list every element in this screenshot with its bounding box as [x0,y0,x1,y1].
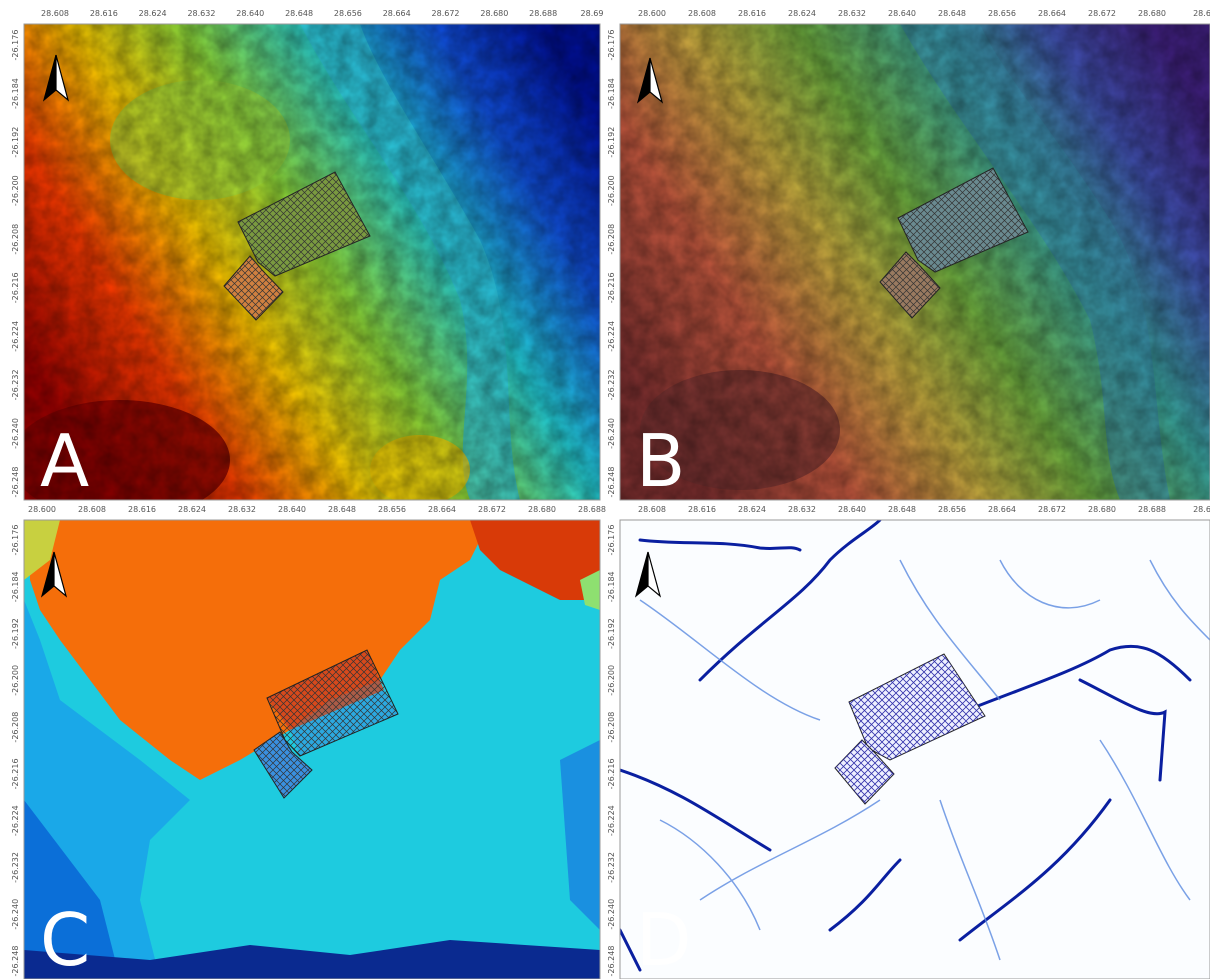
lat-label: -26.208 [607,224,616,255]
lon-label: 28.664 [428,505,456,514]
lon-label: 28.616 [688,505,716,514]
lat-label: -26.208 [11,224,20,255]
lat-label: -26.200 [607,665,616,696]
lon-label: 28.656 [378,505,406,514]
lon-label: 28.6 [1193,505,1210,514]
figure: 28.608 28.616 28.624 28.632 28.640 28.648 28.6… [0,0,1210,979]
lat-label: -26.240 [11,418,20,449]
lon-label: 28.616 [90,9,118,18]
lon-label: 28.640 [236,9,264,18]
lon-label: 28.600 [638,9,666,18]
lon-label: 28.680 [1138,9,1166,18]
lon-label: 28.632 [788,505,816,514]
lon-label: 28.664 [1038,9,1066,18]
lat-label: -26.216 [607,272,616,303]
lon-label: 28.680 [1088,505,1116,514]
lat-label: -26.200 [11,175,20,206]
lon-label: 28.608 [638,505,666,514]
panel-c-map [24,520,600,979]
panel-a-map [10,24,600,520]
lon-label: 28.624 [738,505,766,514]
lat-label: -26.216 [607,758,616,789]
lat-label: -26.240 [11,899,20,930]
lon-label: 28.688 [529,9,557,18]
lon-label: 28.600 [28,505,56,514]
lat-label: -26.192 [607,127,616,158]
lon-label: 28.688 [1138,505,1166,514]
lon-label: 28.624 [788,9,816,18]
lon-label: 28.648 [888,505,916,514]
lon-label: 28.664 [988,505,1016,514]
lon-label: 28.608 [78,505,106,514]
lat-label: -26.184 [11,78,20,109]
lat-label: -26.200 [11,665,20,696]
lat-label: -26.240 [607,899,616,930]
lat-label: -26.232 [607,369,616,400]
lon-label: 28.640 [838,505,866,514]
lat-label: -26.216 [11,758,20,789]
panel-d-map [620,520,1210,979]
lon-label: 28.648 [285,9,313,18]
lat-label: -26.216 [11,272,20,303]
lat-label: -26.232 [11,852,20,883]
lon-label: 28.624 [178,505,206,514]
lat-label: -26.248 [11,467,20,498]
lat-label: -26.240 [607,418,616,449]
lon-label: 28.672 [1038,505,1066,514]
lat-label: -26.248 [11,946,20,977]
lon-label: 28.632 [838,9,866,18]
lon-label: 28.624 [139,9,167,18]
lat-label: -26.184 [607,571,616,602]
lat-label: -26.200 [607,175,616,206]
lon-label: 28.69 [581,9,604,18]
lon-label: 28.672 [432,9,460,18]
lat-label: -26.208 [607,712,616,743]
lat-label: -26.248 [607,467,616,498]
lat-label: -26.232 [11,369,20,400]
lat-label: -26.224 [607,805,616,836]
lon-label: 28.608 [41,9,69,18]
lat-label: -26.192 [607,618,616,649]
lat-label: -26.176 [607,525,616,556]
lon-label: 28.672 [478,505,506,514]
lat-label: -26.184 [11,571,20,602]
lon-label: 28.656 [988,9,1016,18]
lon-label: 28.616 [738,9,766,18]
lon-label: 28.680 [480,9,508,18]
lat-label: -26.176 [607,30,616,61]
lat-label: -26.184 [607,78,616,109]
panel-letter: D [636,898,691,979]
lat-label: -26.176 [11,525,20,556]
lat-label: -26.192 [11,127,20,158]
lat-label: -26.224 [11,805,20,836]
lon-label: 28.648 [328,505,356,514]
lon-label: 28.608 [688,9,716,18]
panel-letter: B [636,419,685,503]
lon-label: 28.656 [938,505,966,514]
panel-letter: C [40,898,90,979]
lon-label: 28.664 [383,9,411,18]
lon-label: 28.672 [1088,9,1116,18]
lon-label: 28.648 [938,9,966,18]
lon-label: 28.680 [528,505,556,514]
panel-letter: A [40,419,89,503]
lon-label: 28.6 [1193,9,1210,18]
lat-label: -26.208 [11,712,20,743]
lat-label: -26.224 [607,321,616,352]
lat-label: -26.232 [607,852,616,883]
lon-label: 28.640 [278,505,306,514]
lon-label: 28.656 [334,9,362,18]
panel-b-map [620,24,1210,500]
lon-label: 28.632 [187,9,215,18]
lon-label: 28.640 [888,9,916,18]
lon-label: 28.688 [578,505,606,514]
lon-label: 28.616 [128,505,156,514]
lat-label: -26.248 [607,946,616,977]
lat-label: -26.176 [11,30,20,61]
lat-label: -26.224 [11,321,20,352]
lat-label: -26.192 [11,618,20,649]
lon-label: 28.632 [228,505,256,514]
